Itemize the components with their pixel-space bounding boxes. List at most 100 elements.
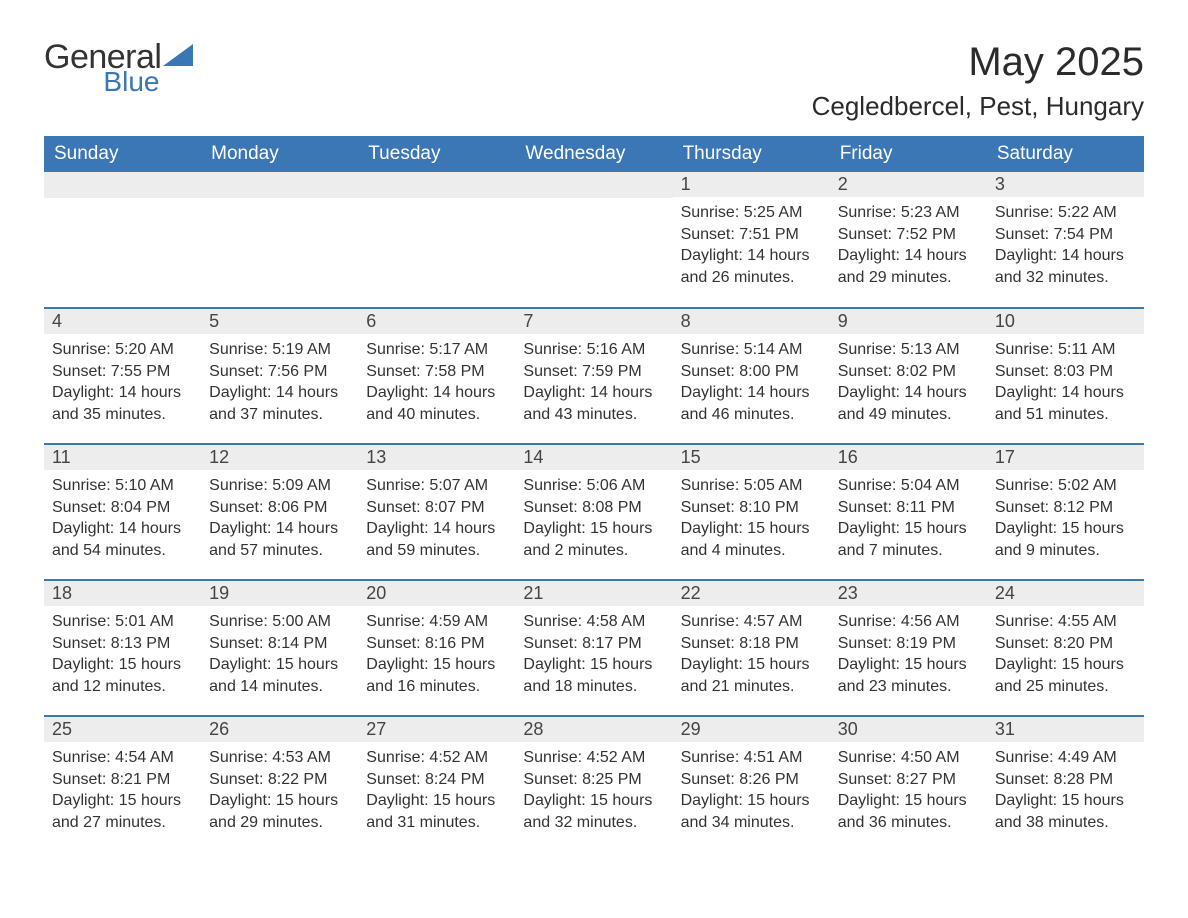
brand-triangle-icon — [163, 44, 193, 66]
sunrise-line-label: Sunrise: — [52, 613, 115, 630]
sunrise-line-value: 5:17 AM — [429, 341, 488, 358]
daylight-line: Daylight: 14 hours and 54 minutes. — [52, 518, 193, 561]
day-details: Sunrise: 4:54 AMSunset: 8:21 PMDaylight:… — [44, 742, 201, 837]
day-details: Sunrise: 4:56 AMSunset: 8:19 PMDaylight:… — [830, 606, 987, 701]
daylight-line: Daylight: 14 hours and 43 minutes. — [523, 382, 664, 425]
day-number-empty — [44, 172, 201, 198]
calendar-cell: 9Sunrise: 5:13 AMSunset: 8:02 PMDaylight… — [830, 308, 987, 444]
sunrise-line: Sunrise: 5:20 AM — [52, 339, 193, 361]
calendar-cell: 14Sunrise: 5:06 AMSunset: 8:08 PMDayligh… — [515, 444, 672, 580]
sunset-line: Sunset: 8:25 PM — [523, 769, 664, 791]
sunset-line-value: 7:52 PM — [896, 226, 956, 243]
sunset-line-label: Sunset: — [366, 499, 425, 516]
day-details: Sunrise: 5:02 AMSunset: 8:12 PMDaylight:… — [987, 470, 1144, 565]
sunset-line-value: 7:56 PM — [268, 363, 328, 380]
daylight-line-label: Daylight: — [995, 656, 1062, 673]
day-number-empty — [358, 172, 515, 198]
day-number: 14 — [515, 445, 672, 470]
sunset-line: Sunset: 8:22 PM — [209, 769, 350, 791]
location-subtitle: Cegledbercel, Pest, Hungary — [812, 91, 1144, 122]
calendar-cell — [515, 172, 672, 308]
day-number: 29 — [673, 717, 830, 742]
sunrise-line-value: 4:52 AM — [429, 749, 488, 766]
sunrise-line: Sunrise: 4:59 AM — [366, 611, 507, 633]
month-title: May 2025 — [812, 40, 1144, 85]
sunrise-line: Sunrise: 4:52 AM — [366, 747, 507, 769]
sunset-line-label: Sunset: — [681, 771, 740, 788]
day-details: Sunrise: 5:22 AMSunset: 7:54 PMDaylight:… — [987, 197, 1144, 292]
sunrise-line-label: Sunrise: — [681, 749, 744, 766]
sunset-line: Sunset: 8:24 PM — [366, 769, 507, 791]
daylight-line: Daylight: 15 hours and 23 minutes. — [838, 654, 979, 697]
day-details: Sunrise: 5:05 AMSunset: 8:10 PMDaylight:… — [673, 470, 830, 565]
sunrise-line: Sunrise: 5:00 AM — [209, 611, 350, 633]
sunrise-line-value: 5:06 AM — [587, 477, 646, 494]
sunrise-line-value: 5:14 AM — [744, 341, 803, 358]
sunset-line: Sunset: 7:56 PM — [209, 361, 350, 383]
sunset-line-value: 8:10 PM — [739, 499, 799, 516]
daylight-line-label: Daylight: — [838, 792, 905, 809]
calendar-cell: 26Sunrise: 4:53 AMSunset: 8:22 PMDayligh… — [201, 716, 358, 852]
day-number: 16 — [830, 445, 987, 470]
sunset-line: Sunset: 8:00 PM — [681, 361, 822, 383]
sunrise-line-label: Sunrise: — [366, 341, 429, 358]
daylight-line: Daylight: 15 hours and 38 minutes. — [995, 790, 1136, 833]
brand-logo: General Blue — [44, 40, 193, 96]
sunset-line-label: Sunset: — [366, 363, 425, 380]
sunrise-line: Sunrise: 5:01 AM — [52, 611, 193, 633]
day-details: Sunrise: 5:13 AMSunset: 8:02 PMDaylight:… — [830, 334, 987, 429]
sunrise-line-value: 4:59 AM — [429, 613, 488, 630]
daylight-line-label: Daylight: — [995, 520, 1062, 537]
sunrise-line-label: Sunrise: — [523, 477, 586, 494]
day-number: 26 — [201, 717, 358, 742]
daylight-line-label: Daylight: — [366, 792, 433, 809]
day-number: 11 — [44, 445, 201, 470]
daylight-line-label: Daylight: — [681, 656, 748, 673]
sunset-line-label: Sunset: — [52, 363, 111, 380]
sunset-line-value: 8:20 PM — [1054, 635, 1114, 652]
sunset-line-label: Sunset: — [838, 363, 897, 380]
sunrise-line: Sunrise: 5:11 AM — [995, 339, 1136, 361]
sunset-line-label: Sunset: — [366, 635, 425, 652]
sunrise-line-value: 5:11 AM — [1058, 341, 1116, 358]
day-number: 1 — [673, 172, 830, 197]
sunset-line-label: Sunset: — [838, 499, 897, 516]
sunset-line-value: 8:16 PM — [425, 635, 485, 652]
day-details: Sunrise: 5:14 AMSunset: 8:00 PMDaylight:… — [673, 334, 830, 429]
sunrise-line-value: 4:55 AM — [1058, 613, 1117, 630]
weekday-header: Saturday — [987, 136, 1144, 172]
day-number: 21 — [515, 581, 672, 606]
calendar-cell: 12Sunrise: 5:09 AMSunset: 8:06 PMDayligh… — [201, 444, 358, 580]
sunset-line-value: 8:27 PM — [896, 771, 956, 788]
sunrise-line-value: 5:22 AM — [1058, 204, 1117, 221]
calendar-cell: 27Sunrise: 4:52 AMSunset: 8:24 PMDayligh… — [358, 716, 515, 852]
sunset-line: Sunset: 8:28 PM — [995, 769, 1136, 791]
daylight-line-label: Daylight: — [681, 520, 748, 537]
sunrise-line-value: 4:54 AM — [115, 749, 174, 766]
daylight-line-label: Daylight: — [366, 384, 433, 401]
sunrise-line-value: 4:49 AM — [1058, 749, 1117, 766]
daylight-line: Daylight: 15 hours and 32 minutes. — [523, 790, 664, 833]
sunrise-line-label: Sunrise: — [995, 613, 1058, 630]
sunrise-line: Sunrise: 5:04 AM — [838, 475, 979, 497]
sunrise-line-value: 5:05 AM — [744, 477, 803, 494]
weekday-header: Tuesday — [358, 136, 515, 172]
sunset-line-value: 7:51 PM — [739, 226, 799, 243]
day-number: 28 — [515, 717, 672, 742]
sunrise-line-label: Sunrise: — [52, 749, 115, 766]
daylight-line-label: Daylight: — [52, 792, 119, 809]
sunrise-line-label: Sunrise: — [523, 749, 586, 766]
day-details: Sunrise: 5:07 AMSunset: 8:07 PMDaylight:… — [358, 470, 515, 565]
day-number-empty — [515, 172, 672, 198]
sunrise-line-value: 5:19 AM — [272, 341, 331, 358]
sunset-line-label: Sunset: — [838, 226, 897, 243]
daylight-line: Daylight: 14 hours and 37 minutes. — [209, 382, 350, 425]
sunrise-line-value: 4:56 AM — [901, 613, 960, 630]
sunset-line-label: Sunset: — [52, 771, 111, 788]
day-number: 30 — [830, 717, 987, 742]
calendar-row: 11Sunrise: 5:10 AMSunset: 8:04 PMDayligh… — [44, 444, 1144, 580]
daylight-line-label: Daylight: — [523, 656, 590, 673]
sunrise-line-label: Sunrise: — [209, 749, 272, 766]
sunrise-line-value: 5:02 AM — [1058, 477, 1117, 494]
daylight-line-label: Daylight: — [209, 792, 276, 809]
